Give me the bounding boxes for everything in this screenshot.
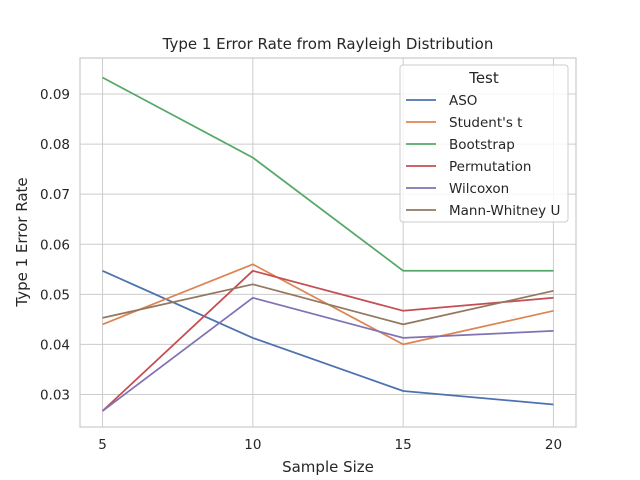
x-tick-label: 20	[545, 437, 562, 453]
series-line-aso	[102, 270, 554, 406]
legend-label-mann-whitney-u: Mann-Whitney U	[449, 203, 560, 219]
legend-box	[399, 64, 569, 223]
y-axis-ticks: 0.03 0.04 0.05 0.06 0.07 0.08 0.09	[40, 87, 70, 403]
series-line-bootstrap	[102, 76, 554, 272]
x-tick-label: 15	[395, 437, 412, 453]
x-tick-label: 10	[244, 437, 261, 453]
legend-label-wilcoxon: Wilcoxon	[449, 181, 509, 197]
series-line-mann-whitney-u	[102, 283, 554, 326]
legend: Test ASO Student's t Bootstrap Permutation W…	[399, 64, 569, 223]
chart-title: Type 1 Error Rate from Rayleigh Distribu…	[162, 35, 494, 53]
y-tick-label: 0.05	[40, 287, 70, 303]
y-tick-label: 0.06	[40, 237, 70, 253]
legend-entries: ASO Student's t Bootstrap Permutation Wilcox…	[406, 93, 560, 219]
y-tick-label: 0.07	[40, 187, 70, 203]
y-tick-label: 0.09	[40, 87, 70, 103]
x-axis-label: Sample Size	[282, 458, 374, 476]
legend-title: Test	[468, 69, 499, 87]
y-tick-label: 0.04	[40, 337, 70, 353]
x-axis-ticks: 5 10 15 20	[98, 437, 562, 453]
legend-label-bootstrap: Bootstrap	[449, 137, 515, 153]
plot-area-frame	[79, 57, 577, 428]
series-layer	[101, 76, 554, 412]
y-axis-label: Type 1 Error Rate	[13, 177, 31, 307]
legend-label-permutation: Permutation	[449, 159, 531, 175]
x-tick-label: 5	[98, 437, 107, 453]
y-tick-label: 0.08	[40, 137, 70, 153]
y-tick-label: 0.03	[40, 387, 70, 403]
series-line-wilcoxon	[101, 296, 554, 412]
legend-label-aso: ASO	[449, 93, 477, 109]
series-line-permutation	[101, 269, 554, 412]
legend-label-student-s-t: Student's t	[449, 115, 522, 131]
